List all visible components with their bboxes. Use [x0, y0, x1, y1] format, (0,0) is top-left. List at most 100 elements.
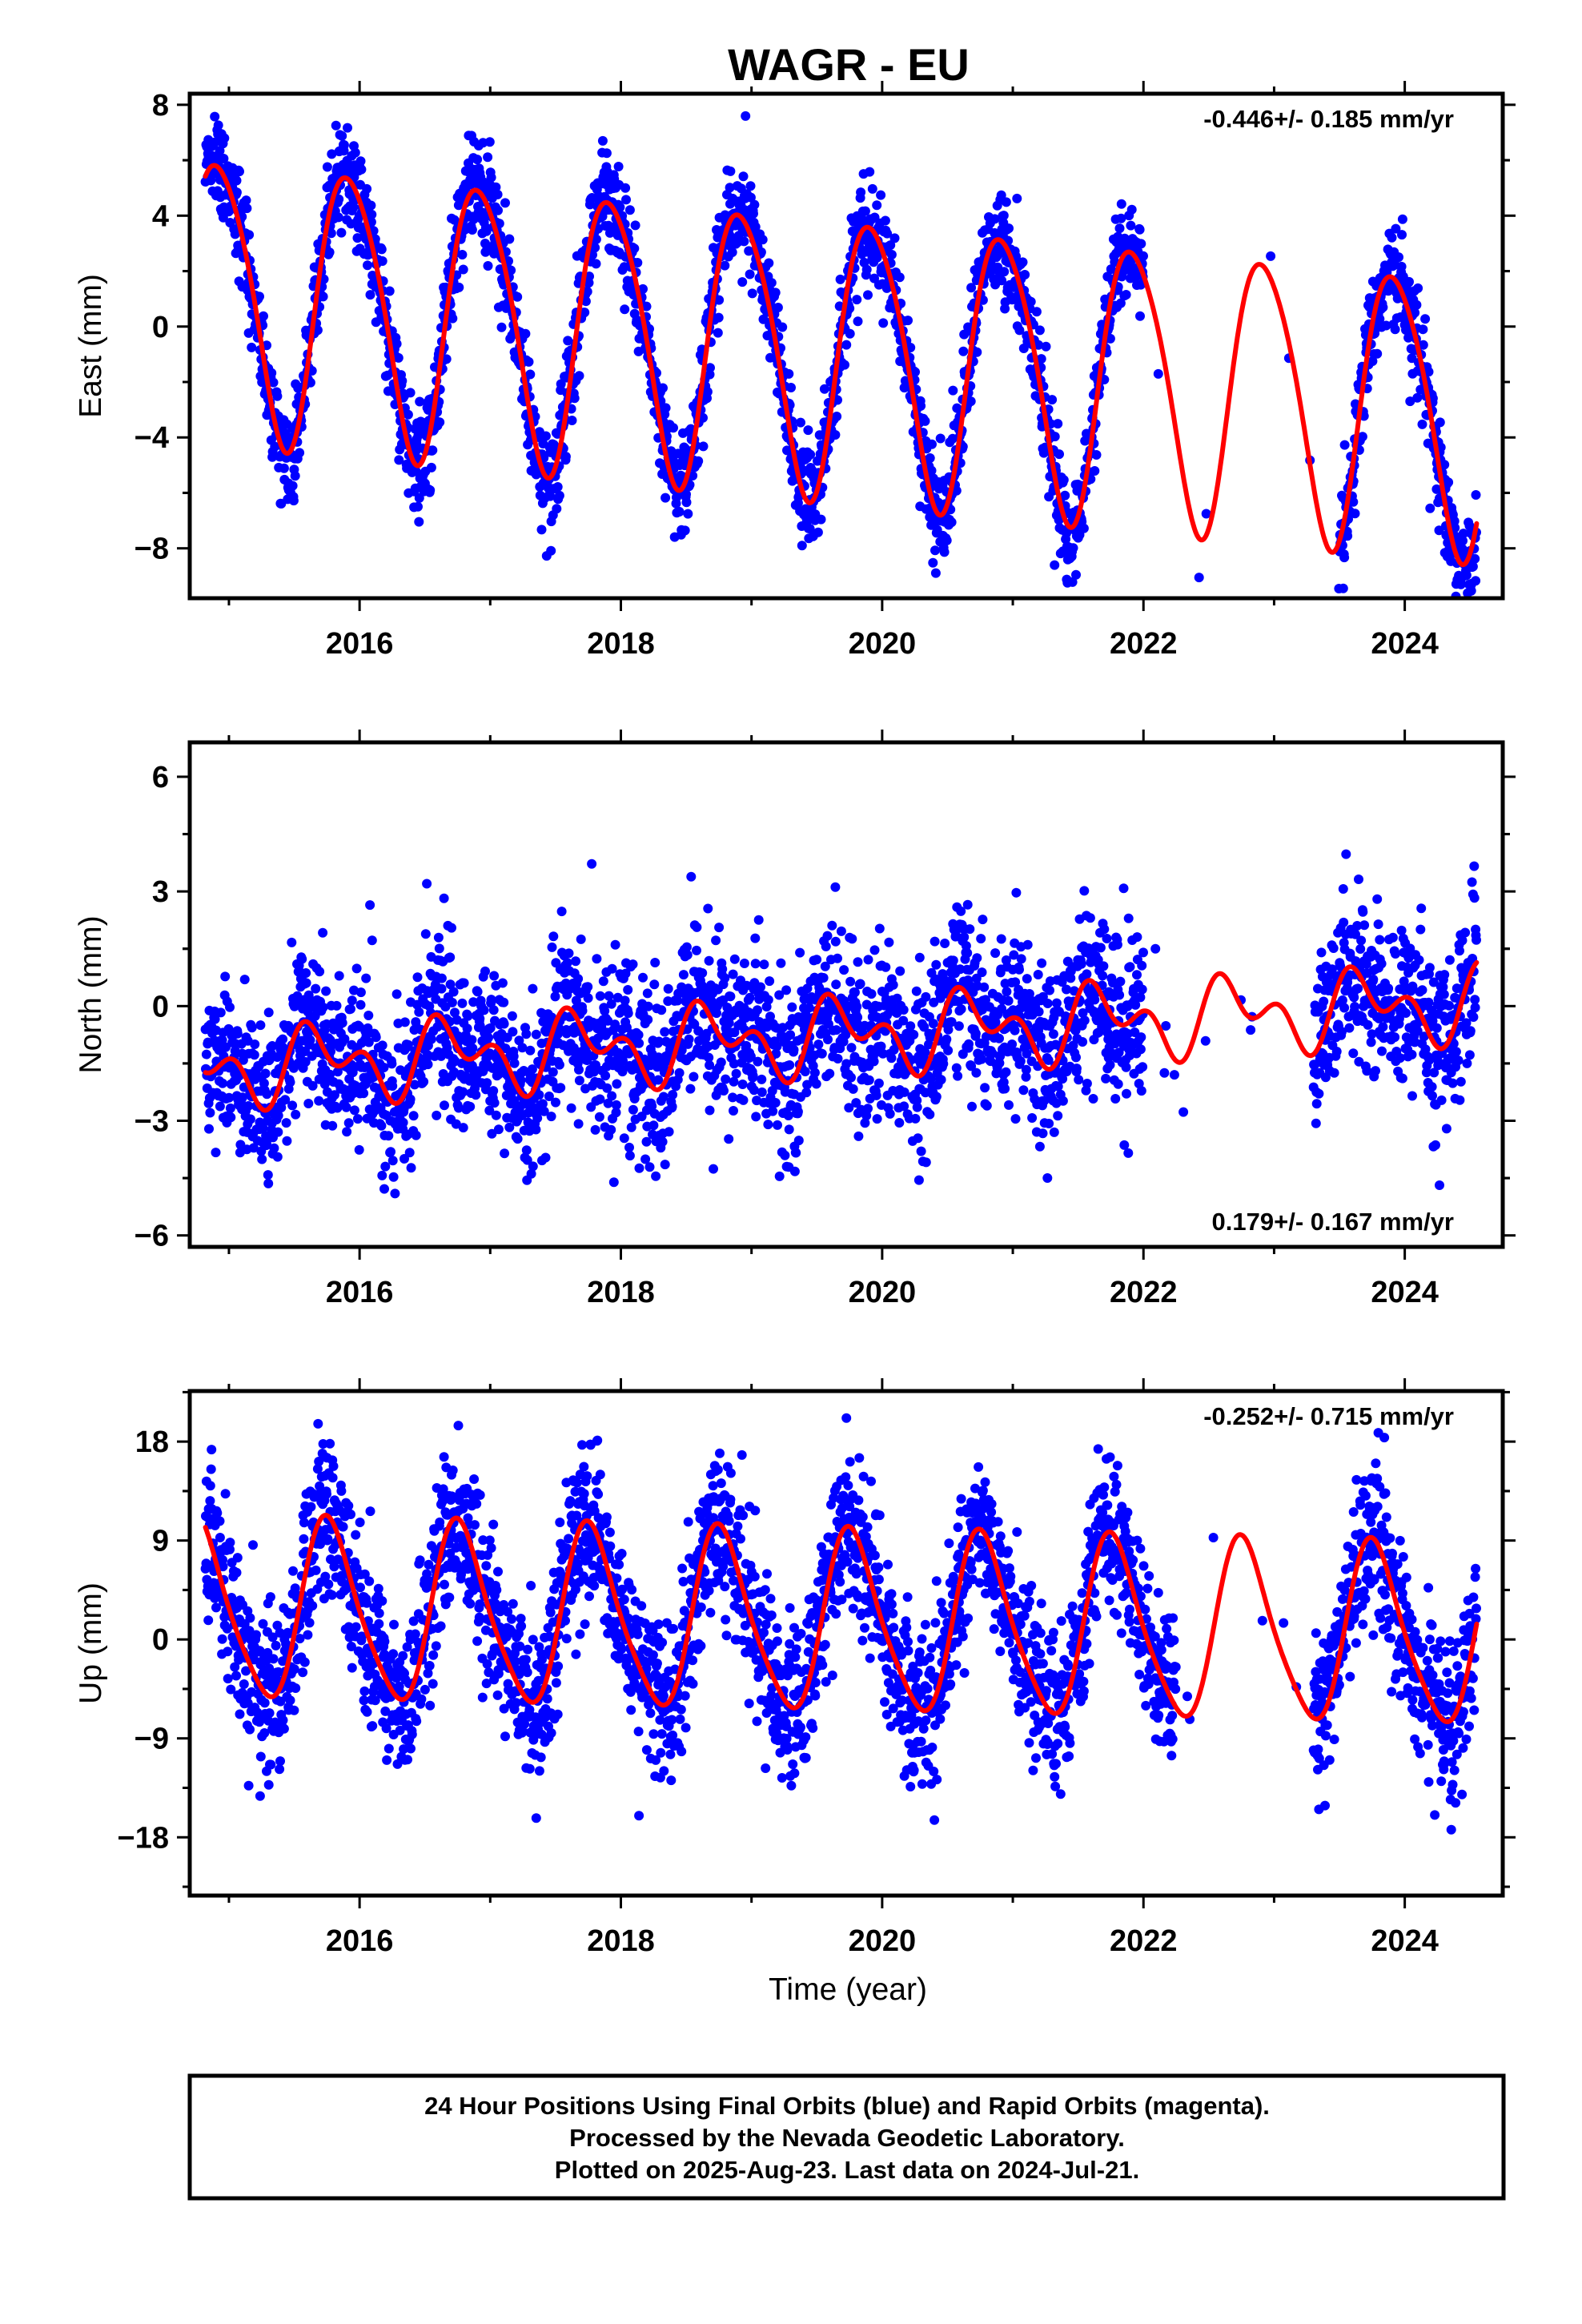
north-data-point [673, 995, 683, 1006]
east-data-point [350, 147, 360, 158]
east-data-point [235, 167, 244, 177]
east-data-point [1471, 576, 1481, 586]
east-data-point [247, 342, 257, 352]
north-data-point [793, 1107, 803, 1117]
north-data-point [763, 995, 773, 1005]
north-data-point [447, 923, 456, 933]
north-data-point [263, 1007, 274, 1018]
east-data-point [367, 209, 377, 219]
north-data-point [958, 1049, 968, 1059]
east-data-point [1036, 354, 1046, 364]
east-data-point [990, 214, 1000, 224]
east-data-point [773, 303, 783, 312]
east-data-point [601, 148, 612, 159]
north-data-point [912, 1102, 922, 1112]
north-data-point [387, 1081, 398, 1092]
north-data-point [337, 1018, 347, 1028]
north-data-point [343, 1118, 354, 1128]
north-data-point [291, 1109, 301, 1120]
north-data-point [967, 1101, 977, 1112]
north-data-point [780, 1150, 790, 1160]
north-data-point [1009, 950, 1019, 960]
east-data-point [1381, 320, 1391, 331]
north-data-point [527, 1064, 537, 1075]
north-data-point [562, 958, 572, 968]
east-data-point [942, 535, 952, 545]
north-data-point [888, 979, 898, 990]
north-data-point [571, 995, 581, 1006]
east-x-tick-label: 2020 [849, 627, 917, 661]
east-data-point [903, 316, 913, 326]
north-data-point [853, 957, 863, 967]
east-data-point [1194, 573, 1204, 583]
east-data-point [966, 396, 976, 407]
north-data-point [771, 1048, 781, 1059]
north-data-point [869, 945, 880, 955]
north-data-point [656, 1005, 667, 1015]
north-data-point [544, 1092, 554, 1101]
east-data-point [591, 234, 601, 244]
east-data-point [506, 265, 516, 275]
east-data-point [520, 328, 531, 339]
east-data-point [713, 328, 723, 338]
north-data-point [598, 976, 608, 987]
east-data-point [872, 200, 882, 211]
east-data-point [867, 183, 877, 194]
east-data-point [725, 166, 736, 176]
north-data-point [767, 1086, 777, 1096]
north-data-point [830, 936, 841, 947]
north-data-point [925, 1109, 935, 1120]
north-data-point [877, 1048, 888, 1059]
north-data-point [753, 1056, 763, 1067]
north-data-point [521, 1029, 532, 1039]
east-data-point [1387, 232, 1397, 243]
east-data-point [852, 295, 862, 305]
east-data-point [454, 282, 464, 292]
north-data-point [955, 964, 966, 975]
north-data-point [770, 1098, 781, 1108]
north-data-point [243, 1101, 254, 1111]
north-data-point [757, 1087, 767, 1097]
north-data-point [400, 1017, 410, 1027]
north-data-point [606, 1124, 616, 1135]
east-y-tick-label: −4 [135, 421, 169, 455]
north-data-point [774, 990, 785, 1000]
north-data-point [931, 1092, 942, 1102]
north-data-point [528, 983, 538, 994]
east-data-point [556, 379, 566, 389]
north-data-point [913, 1175, 924, 1185]
north-data-point [387, 1156, 398, 1166]
north-data-point [329, 1090, 339, 1100]
north-data-point [250, 1039, 260, 1049]
north-data-point [612, 1079, 622, 1089]
north-data-point [628, 1104, 638, 1115]
north-data-point [423, 1050, 432, 1060]
north-data-point [793, 1136, 804, 1146]
north-data-point [224, 1092, 235, 1103]
north-data-point [301, 968, 311, 978]
east-data-point [1138, 251, 1148, 261]
north-data-point [500, 1148, 510, 1159]
east-data-point [356, 164, 367, 175]
east-data-point [259, 311, 268, 321]
north-data-point [487, 1128, 497, 1139]
north-data-point [1022, 1048, 1032, 1059]
east-data-point [1201, 509, 1211, 519]
east-data-point [1134, 224, 1145, 235]
north-data-point [686, 871, 697, 882]
north-data-point [528, 1161, 538, 1172]
east-data-point [1357, 432, 1367, 442]
east-data-point [1418, 340, 1428, 350]
north-data-point [711, 935, 721, 946]
north-data-point [936, 1075, 946, 1085]
east-data-point [886, 250, 897, 259]
east-data-point [714, 295, 725, 305]
east-data-point [481, 226, 492, 236]
east-data-point [1136, 239, 1146, 249]
north-data-point [885, 1108, 895, 1119]
east-data-point [560, 452, 571, 462]
east-data-point [376, 244, 387, 255]
north-data-point [789, 1044, 799, 1055]
north-data-point [899, 1101, 909, 1112]
north-points [200, 849, 1481, 1199]
